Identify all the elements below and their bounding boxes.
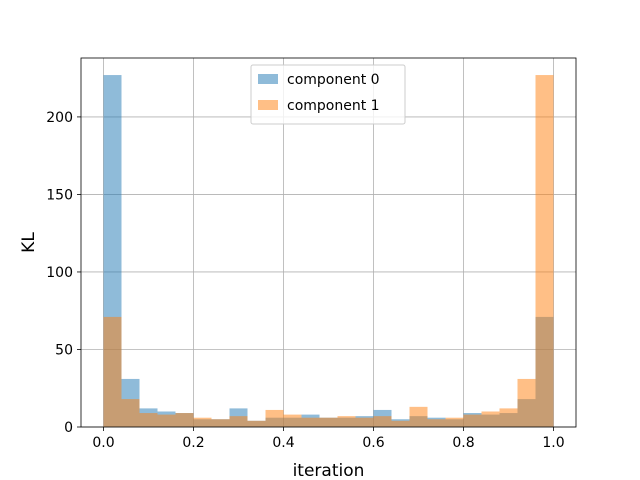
bar-series-1-bin-6 <box>211 419 230 427</box>
x-tick-label-3: 0.6 <box>362 435 384 451</box>
x-tick-label-2: 0.4 <box>272 435 294 451</box>
bar-series-1-bin-13 <box>337 416 356 427</box>
bar-series-1-bin-11 <box>301 417 320 427</box>
bar-series-1-bin-17 <box>409 406 428 427</box>
y-tick-label-1: 50 <box>55 342 73 358</box>
bar-series-1-bin-3 <box>157 414 176 427</box>
y-tick-label-3: 150 <box>46 187 73 203</box>
x-tick-label-0: 0.0 <box>92 435 114 451</box>
bar-series-1-bin-1 <box>121 399 140 427</box>
bar-series-1-bin-4 <box>175 413 194 427</box>
y-tick-label-0: 0 <box>64 420 73 436</box>
legend-label-component-0: component 0 <box>287 72 380 88</box>
axes-frame <box>80 57 577 428</box>
legend-swatch-component-1 <box>258 100 278 110</box>
legend: component 0 component 1 <box>250 64 406 125</box>
x-axis-label: iteration <box>293 461 365 480</box>
bar-series-1-bin-10 <box>283 414 302 427</box>
bar-series-1-bin-15 <box>373 416 392 427</box>
legend-box <box>250 64 406 125</box>
bar-series-1-bin-7 <box>229 416 248 427</box>
bar-series-1-bin-16 <box>391 420 410 427</box>
bar-series-1-bin-8 <box>247 420 266 427</box>
x-axis-ticks: 0.0 0.2 0.4 0.6 0.8 1.0 <box>92 427 565 451</box>
bar-series-1-bin-12 <box>319 417 338 427</box>
bars <box>103 75 554 427</box>
bar-series-1-bin-5 <box>193 417 212 427</box>
bar-series-1-bin-19 <box>445 417 464 427</box>
legend-swatch-component-0 <box>258 74 278 84</box>
bar-series-1-bin-20 <box>463 414 482 427</box>
bar-series-1-bin-2 <box>139 413 158 427</box>
bar-series-1-bin-23 <box>517 378 536 427</box>
bar-series-1-bin-21 <box>481 411 500 427</box>
bar-series-1-bin-24 <box>535 75 554 427</box>
bar-series-1-bin-9 <box>265 409 284 427</box>
x-tick-label-4: 0.8 <box>452 435 474 451</box>
plot-area: 0.0 0.2 0.4 0.6 0.8 1.0 0 50 100 150 200 <box>46 57 577 451</box>
bar-series-1-bin-18 <box>427 419 446 427</box>
y-tick-label-4: 200 <box>46 110 73 126</box>
bar-series-1-bin-0 <box>103 316 122 427</box>
y-axis-ticks: 0 50 100 150 200 <box>46 110 81 436</box>
bar-series-1-bin-22 <box>499 408 518 427</box>
bar-series-1-bin-14 <box>355 417 374 427</box>
x-tick-label-5: 1.0 <box>542 435 564 451</box>
y-tick-label-2: 100 <box>46 265 73 281</box>
x-tick-label-1: 0.2 <box>182 435 204 451</box>
y-axis-label: KL <box>19 232 39 253</box>
legend-label-component-1: component 1 <box>287 98 380 114</box>
